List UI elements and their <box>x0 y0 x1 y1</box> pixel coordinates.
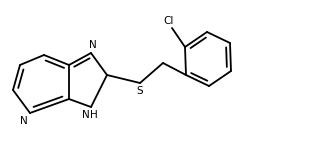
Text: N: N <box>20 116 28 126</box>
Text: N: N <box>82 110 90 120</box>
Text: N: N <box>89 40 97 50</box>
Text: S: S <box>137 86 143 96</box>
Text: H: H <box>90 110 98 120</box>
Text: Cl: Cl <box>164 16 174 26</box>
